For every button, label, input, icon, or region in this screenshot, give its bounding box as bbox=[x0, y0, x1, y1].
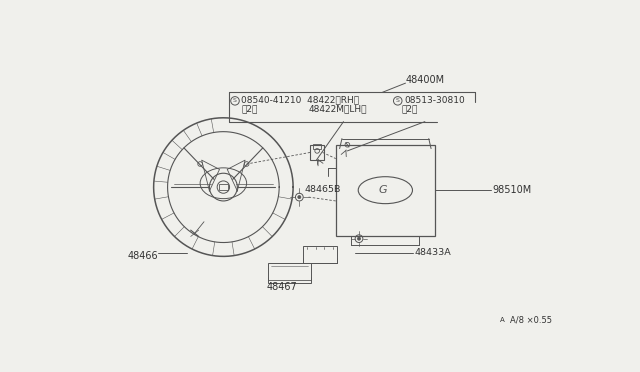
Text: （2）: （2） bbox=[402, 105, 418, 114]
Text: 48433A: 48433A bbox=[415, 248, 452, 257]
Text: 48422M〈LH〉: 48422M〈LH〉 bbox=[308, 105, 367, 114]
Circle shape bbox=[358, 237, 360, 240]
Bar bbox=[268, 263, 311, 283]
Text: A: A bbox=[500, 317, 505, 323]
Text: 48400M: 48400M bbox=[406, 75, 445, 85]
Text: S: S bbox=[233, 98, 237, 103]
Text: 48466: 48466 bbox=[128, 251, 159, 262]
Text: G: G bbox=[379, 185, 387, 195]
Text: S: S bbox=[396, 98, 400, 103]
Text: 98510M: 98510M bbox=[492, 185, 532, 195]
Text: A/8 ×0.55: A/8 ×0.55 bbox=[510, 316, 552, 325]
Circle shape bbox=[298, 196, 301, 199]
Text: 08513-30810: 08513-30810 bbox=[404, 96, 465, 105]
Text: 48467: 48467 bbox=[266, 282, 297, 292]
Text: 。2）: 。2） bbox=[241, 105, 257, 114]
Bar bbox=[219, 184, 228, 190]
Text: 48465B: 48465B bbox=[305, 185, 341, 194]
Bar bbox=[303, 246, 337, 263]
Text: 08540-41210  48422〈RH〉: 08540-41210 48422〈RH〉 bbox=[241, 96, 359, 105]
Bar bbox=[310, 145, 324, 160]
Bar bbox=[313, 144, 321, 148]
